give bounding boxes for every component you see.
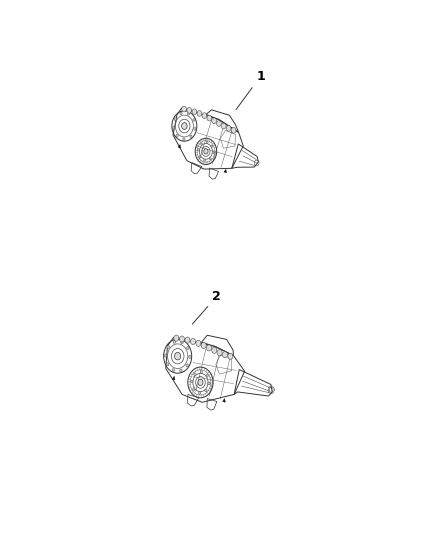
Circle shape (190, 135, 192, 138)
Polygon shape (172, 376, 175, 380)
Circle shape (180, 369, 182, 372)
Circle shape (182, 106, 187, 112)
Circle shape (196, 340, 201, 346)
Circle shape (193, 118, 195, 121)
Polygon shape (224, 169, 226, 173)
Circle shape (202, 112, 207, 118)
Text: 1: 1 (236, 70, 265, 110)
Circle shape (172, 368, 175, 372)
Circle shape (201, 143, 203, 146)
Circle shape (176, 134, 178, 137)
Circle shape (199, 155, 201, 158)
Circle shape (191, 338, 195, 344)
Circle shape (174, 118, 177, 120)
Circle shape (204, 159, 206, 161)
Circle shape (197, 111, 202, 116)
Circle shape (198, 379, 203, 385)
Circle shape (183, 138, 185, 141)
Circle shape (201, 342, 206, 349)
Circle shape (212, 348, 217, 353)
Circle shape (205, 389, 207, 392)
Circle shape (166, 363, 169, 366)
Circle shape (180, 336, 184, 342)
Text: 2: 2 (192, 290, 221, 324)
Polygon shape (178, 144, 180, 148)
Circle shape (212, 118, 216, 124)
Circle shape (181, 341, 183, 344)
Circle shape (189, 356, 191, 358)
Circle shape (194, 127, 196, 130)
Circle shape (175, 352, 181, 360)
Circle shape (187, 346, 189, 350)
Circle shape (226, 125, 231, 131)
Circle shape (206, 345, 212, 351)
Circle shape (173, 341, 176, 343)
Circle shape (204, 149, 208, 154)
Circle shape (212, 151, 214, 154)
Circle shape (207, 115, 212, 121)
Circle shape (208, 382, 210, 385)
Circle shape (192, 109, 197, 115)
Circle shape (217, 350, 222, 356)
Circle shape (216, 120, 221, 126)
Circle shape (173, 126, 175, 129)
Circle shape (180, 112, 182, 115)
Circle shape (167, 345, 170, 349)
Circle shape (206, 374, 208, 377)
Circle shape (182, 123, 187, 130)
Circle shape (186, 364, 188, 367)
Circle shape (200, 370, 202, 374)
Circle shape (198, 149, 200, 151)
Circle shape (231, 127, 236, 133)
Circle shape (187, 108, 191, 113)
Circle shape (187, 112, 190, 115)
Circle shape (223, 352, 227, 358)
Circle shape (174, 335, 179, 341)
Circle shape (198, 391, 201, 394)
Circle shape (228, 353, 233, 359)
Circle shape (206, 141, 208, 144)
Circle shape (185, 337, 190, 343)
Circle shape (194, 373, 196, 376)
Circle shape (191, 380, 193, 383)
Circle shape (221, 123, 226, 129)
Circle shape (164, 354, 167, 357)
Circle shape (211, 145, 213, 147)
Circle shape (193, 387, 195, 391)
Circle shape (209, 157, 211, 160)
Polygon shape (223, 399, 225, 402)
